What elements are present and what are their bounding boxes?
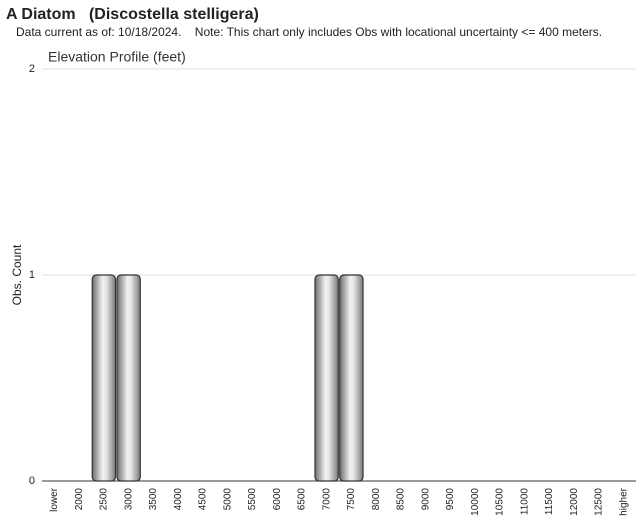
x-tick-label: 5000 bbox=[222, 488, 233, 511]
chart-title: Elevation Profile (feet) bbox=[48, 49, 186, 65]
x-tick-label: 8500 bbox=[396, 488, 407, 511]
subtitle: Data current as of: 10/18/2024. Note: Th… bbox=[16, 25, 602, 39]
bar bbox=[116, 274, 141, 482]
x-tick-label: 8000 bbox=[371, 488, 382, 511]
bar bbox=[91, 274, 117, 482]
x-tick-label: lower bbox=[49, 487, 60, 512]
x-tick-label: 11000 bbox=[519, 488, 530, 516]
x-tick-label: 12000 bbox=[569, 488, 580, 516]
x-tick-label: 3000 bbox=[123, 488, 134, 511]
y-tick-label: 1 bbox=[29, 269, 35, 281]
x-tick-label: 9500 bbox=[445, 488, 456, 511]
x-tick-label: 9000 bbox=[420, 488, 431, 511]
bar bbox=[314, 274, 339, 482]
x-tick-label: 10500 bbox=[495, 488, 506, 516]
x-tick-label: 4000 bbox=[173, 488, 184, 511]
x-tick-label: 5500 bbox=[247, 488, 258, 511]
y-tick-label: 0 bbox=[29, 475, 35, 487]
x-tick-label: 10000 bbox=[470, 488, 481, 516]
x-tick-label: 3500 bbox=[148, 488, 159, 511]
x-tick-label: higher bbox=[618, 487, 629, 515]
x-tick-label: 7000 bbox=[321, 488, 332, 511]
x-tick-label: 11500 bbox=[544, 488, 555, 516]
y-tick-label: 2 bbox=[29, 63, 35, 75]
x-tick-label: 2000 bbox=[74, 488, 85, 511]
x-tick-label: 6500 bbox=[297, 488, 308, 511]
x-tick-label: 2500 bbox=[99, 488, 110, 511]
x-tick-label: 12500 bbox=[594, 488, 605, 516]
x-tick-label: 4500 bbox=[198, 488, 209, 511]
x-tick-label: 7500 bbox=[346, 488, 357, 511]
y-axis-label: Obs. Count bbox=[10, 244, 24, 305]
bar bbox=[339, 274, 364, 482]
page-title: A Diatom (Discostella stelligera) bbox=[6, 6, 259, 23]
x-tick-label: 6000 bbox=[272, 488, 283, 511]
